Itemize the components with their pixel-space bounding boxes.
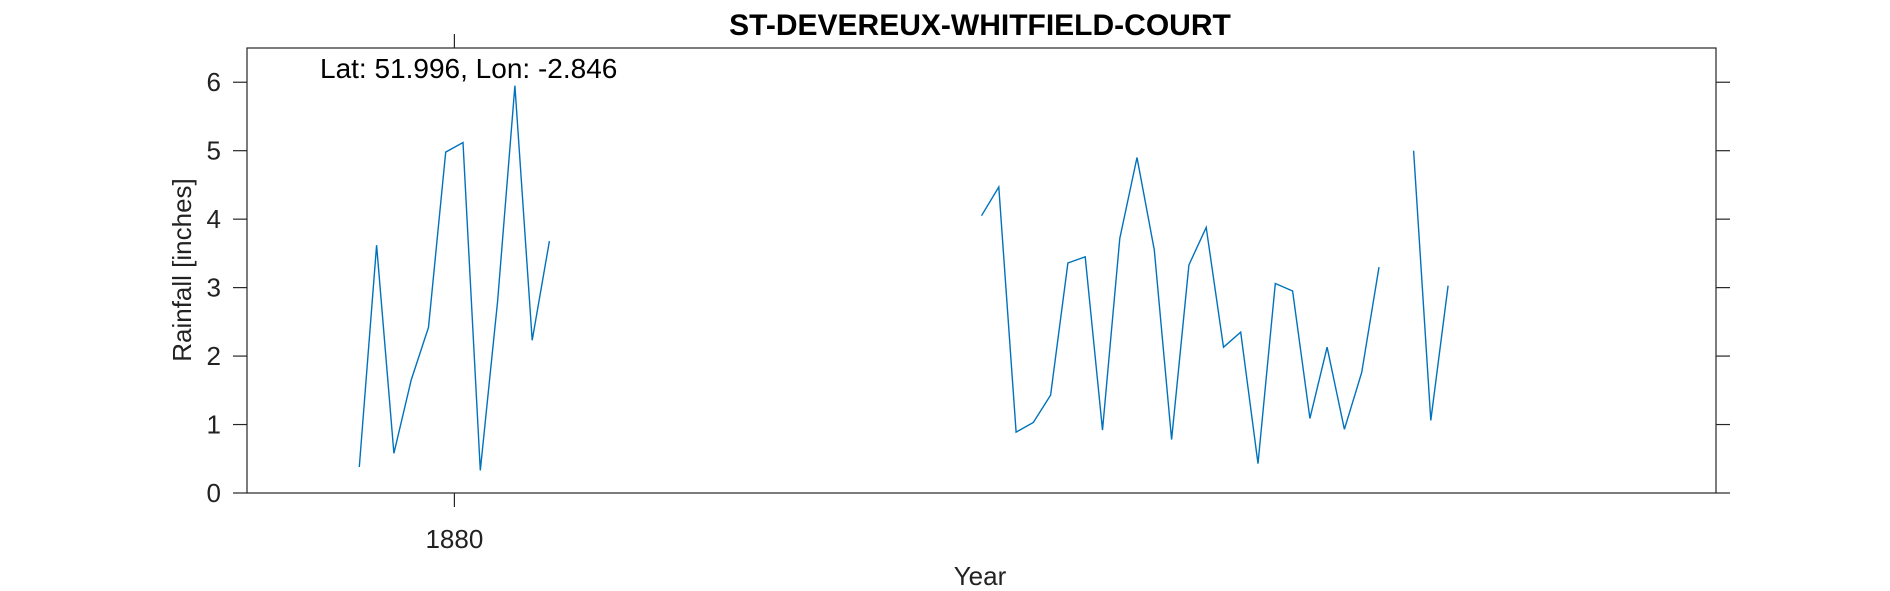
series-line-segment — [980, 157, 1380, 464]
y-axis: 0 1 2 3 4 5 6 — [207, 67, 1730, 508]
x-axis-label: Year — [954, 561, 1007, 591]
series-line-segment — [1412, 150, 1449, 421]
rainfall-series — [358, 85, 1449, 471]
location-annotation: Lat: 51.996, Lon: -2.846 — [320, 53, 617, 84]
x-axis: 1880 — [425, 34, 483, 554]
y-tick-label: 5 — [207, 136, 221, 166]
y-tick-label: 0 — [207, 478, 221, 508]
y-tick-label: 2 — [207, 341, 221, 371]
y-tick-label: 4 — [207, 204, 221, 234]
y-tick-label: 1 — [207, 410, 221, 440]
series-line-segment — [358, 85, 551, 471]
plot-area — [246, 47, 1717, 494]
y-axis-label: Rainfall [inches] — [167, 178, 197, 362]
y-tick-label: 3 — [207, 273, 221, 303]
x-tick-label: 1880 — [425, 524, 483, 554]
chart-title: ST-DEVEREUX-WHITFIELD-COURT — [729, 9, 1231, 42]
y-tick-label: 6 — [207, 67, 221, 97]
